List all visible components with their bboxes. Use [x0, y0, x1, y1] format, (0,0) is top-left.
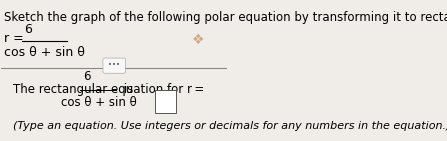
Text: cos θ + sin θ: cos θ + sin θ: [4, 46, 84, 59]
Text: cos θ + sin θ: cos θ + sin θ: [60, 96, 136, 109]
Text: (Type an equation. Use integers or decimals for any numbers in the equation.): (Type an equation. Use integers or decim…: [13, 121, 447, 131]
Text: is: is: [120, 83, 133, 96]
Text: 6: 6: [84, 70, 91, 82]
Text: •••: •••: [108, 62, 120, 68]
Text: Sketch the graph of the following polar equation by transforming it to rectangul: Sketch the graph of the following polar …: [4, 11, 447, 24]
Text: 6: 6: [25, 23, 33, 36]
FancyBboxPatch shape: [155, 90, 176, 113]
FancyBboxPatch shape: [103, 58, 126, 73]
Text: r =: r =: [4, 32, 23, 45]
Text: The rectangular equation for r =: The rectangular equation for r =: [13, 83, 204, 96]
Text: ❖: ❖: [191, 33, 204, 47]
